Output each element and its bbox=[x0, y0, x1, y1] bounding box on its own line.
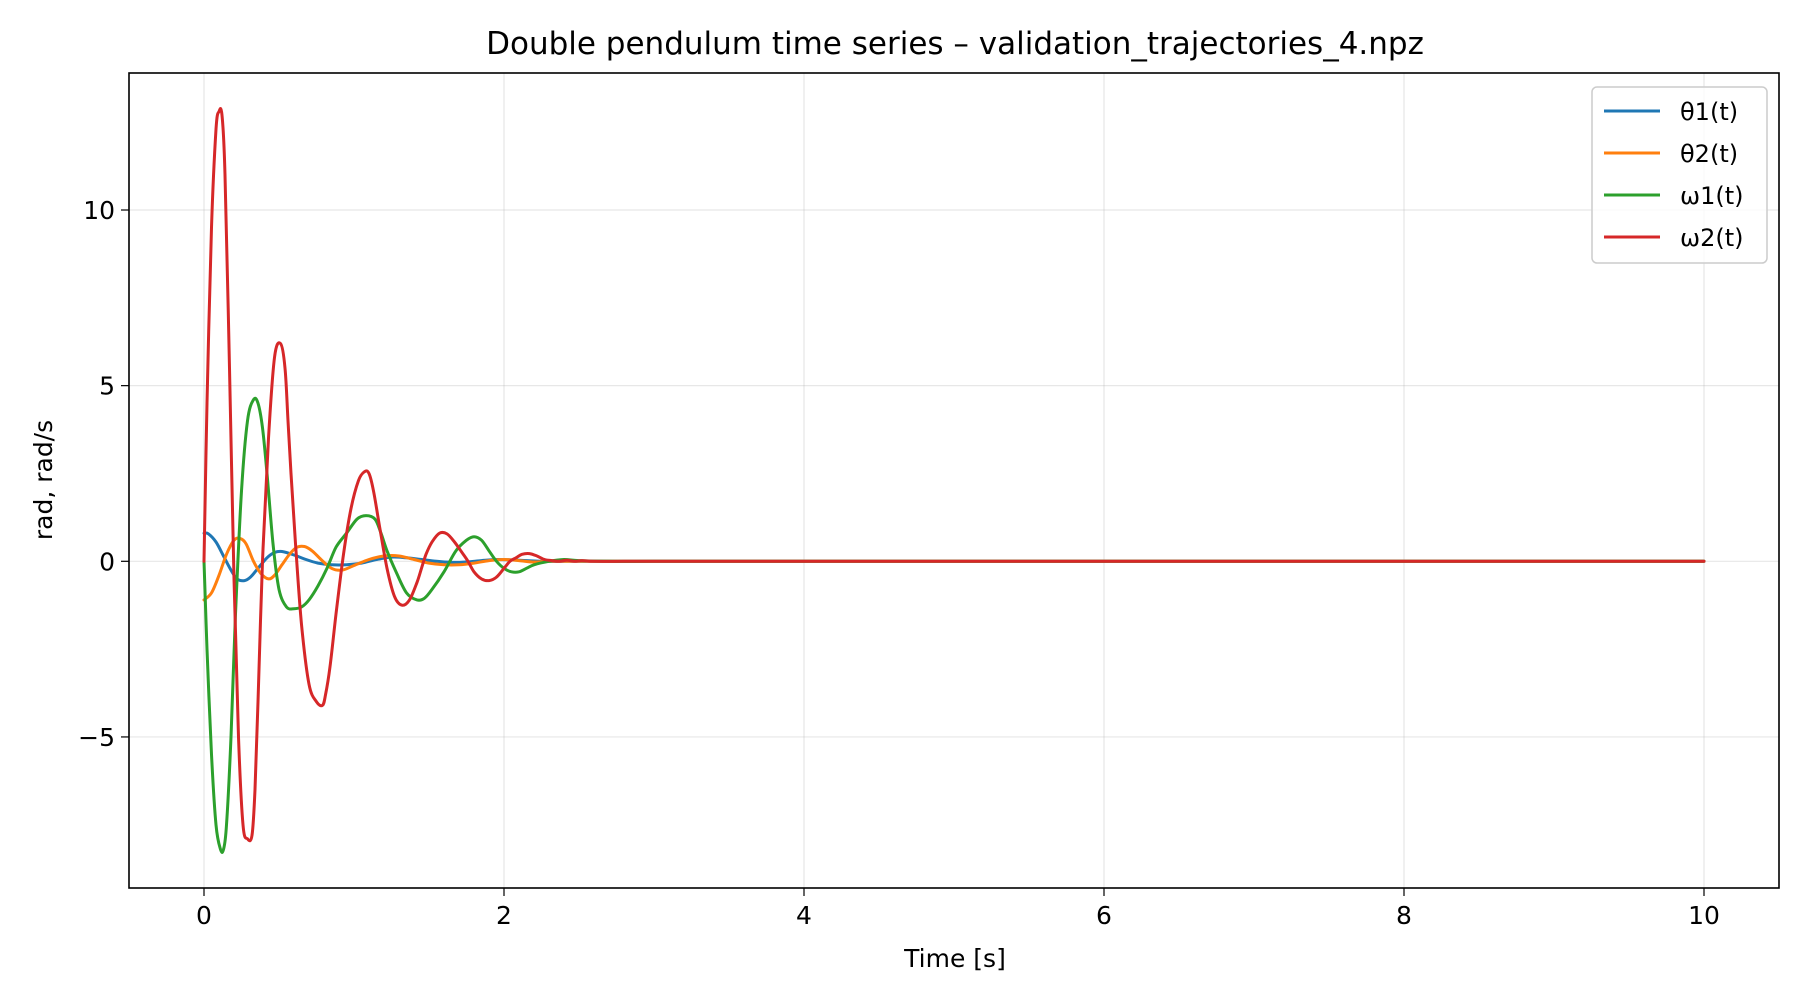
x-tick-label: 4 bbox=[796, 901, 812, 930]
x-tick-label: 8 bbox=[1396, 901, 1412, 930]
y-tick-label: −5 bbox=[78, 723, 115, 752]
y-tick-label: 0 bbox=[99, 547, 115, 576]
x-axis-ticks: 0 2 4 6 8 10 bbox=[196, 888, 1720, 930]
series-line-4 bbox=[202, 107, 1706, 843]
plot-frame bbox=[128, 72, 1780, 889]
grid bbox=[129, 73, 1779, 888]
legend-box bbox=[1591, 86, 1768, 264]
y-tick-label: 5 bbox=[99, 372, 115, 401]
y-axis-ticks: −5 0 5 10 bbox=[78, 196, 129, 752]
series-layer bbox=[202, 107, 1706, 854]
legend-label-3: ω1(t) bbox=[1680, 182, 1744, 210]
legend: θ1(t) θ2(t) ω1(t) ω2(t) bbox=[1591, 86, 1768, 264]
y-tick-label: 10 bbox=[83, 196, 115, 225]
x-tick-label: 6 bbox=[1096, 901, 1112, 930]
legend-label-2: θ2(t) bbox=[1680, 140, 1738, 168]
x-axis-label: Time [s] bbox=[903, 944, 1006, 973]
y-axis-label: rad, rad/s bbox=[29, 420, 58, 540]
x-tick-label: 10 bbox=[1688, 901, 1720, 930]
x-tick-label: 0 bbox=[196, 901, 212, 930]
chart-title: Double pendulum time series – validation… bbox=[486, 26, 1424, 62]
x-tick-label: 2 bbox=[496, 901, 512, 930]
legend-label-4: ω2(t) bbox=[1680, 224, 1744, 252]
legend-label-1: θ1(t) bbox=[1680, 98, 1738, 126]
